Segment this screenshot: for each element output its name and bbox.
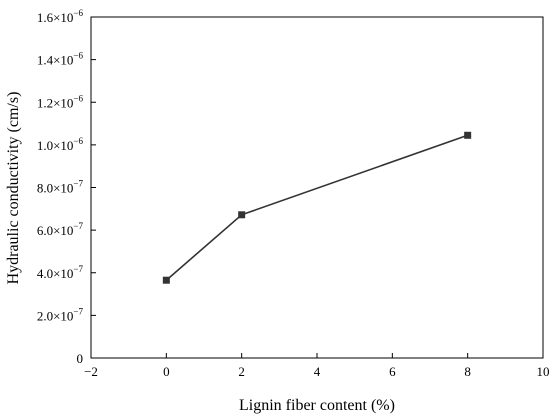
x-tick-label: 10	[537, 364, 550, 379]
y-axis-title: Hydraulic conductivity (cm/s)	[5, 92, 22, 285]
x-tick-label: 2	[238, 364, 245, 379]
y-tick-label: 8.0×10−7	[37, 179, 84, 196]
y-tick-label: 4.0×10−7	[37, 264, 84, 281]
x-tick-label: 4	[314, 364, 321, 379]
data-point-marker	[464, 131, 472, 139]
y-tick-label: 1.0×10−6	[37, 136, 84, 153]
x-axis-ticks: −2 0 2 4 6 8 10	[84, 353, 550, 379]
y-tick-label: 0	[77, 351, 84, 366]
y-axis-ticks: 0 2.0×10−7 4.0×10−7 6.0×10−7 8.0×10−7 1.0×10−…	[37, 8, 96, 366]
y-tick-label: 2.0×10−7	[37, 306, 84, 323]
x-axis-title: Lignin fiber content (%)	[239, 397, 395, 414]
x-tick-label: 0	[163, 364, 170, 379]
series-line	[165, 134, 468, 281]
data-point-marker	[238, 211, 246, 219]
y-tick-label: 1.6×10−6	[37, 8, 84, 25]
y-tick-label: 6.0×10−7	[37, 221, 84, 238]
x-tick-label: 6	[389, 364, 396, 379]
x-tick-label: 8	[464, 364, 471, 379]
y-tick-label: 1.2×10−6	[37, 93, 84, 110]
y-tick-label: 1.4×10−6	[37, 51, 84, 68]
x-tick-label: −2	[84, 364, 98, 379]
data-point-marker	[162, 276, 170, 284]
series-group	[162, 131, 472, 284]
